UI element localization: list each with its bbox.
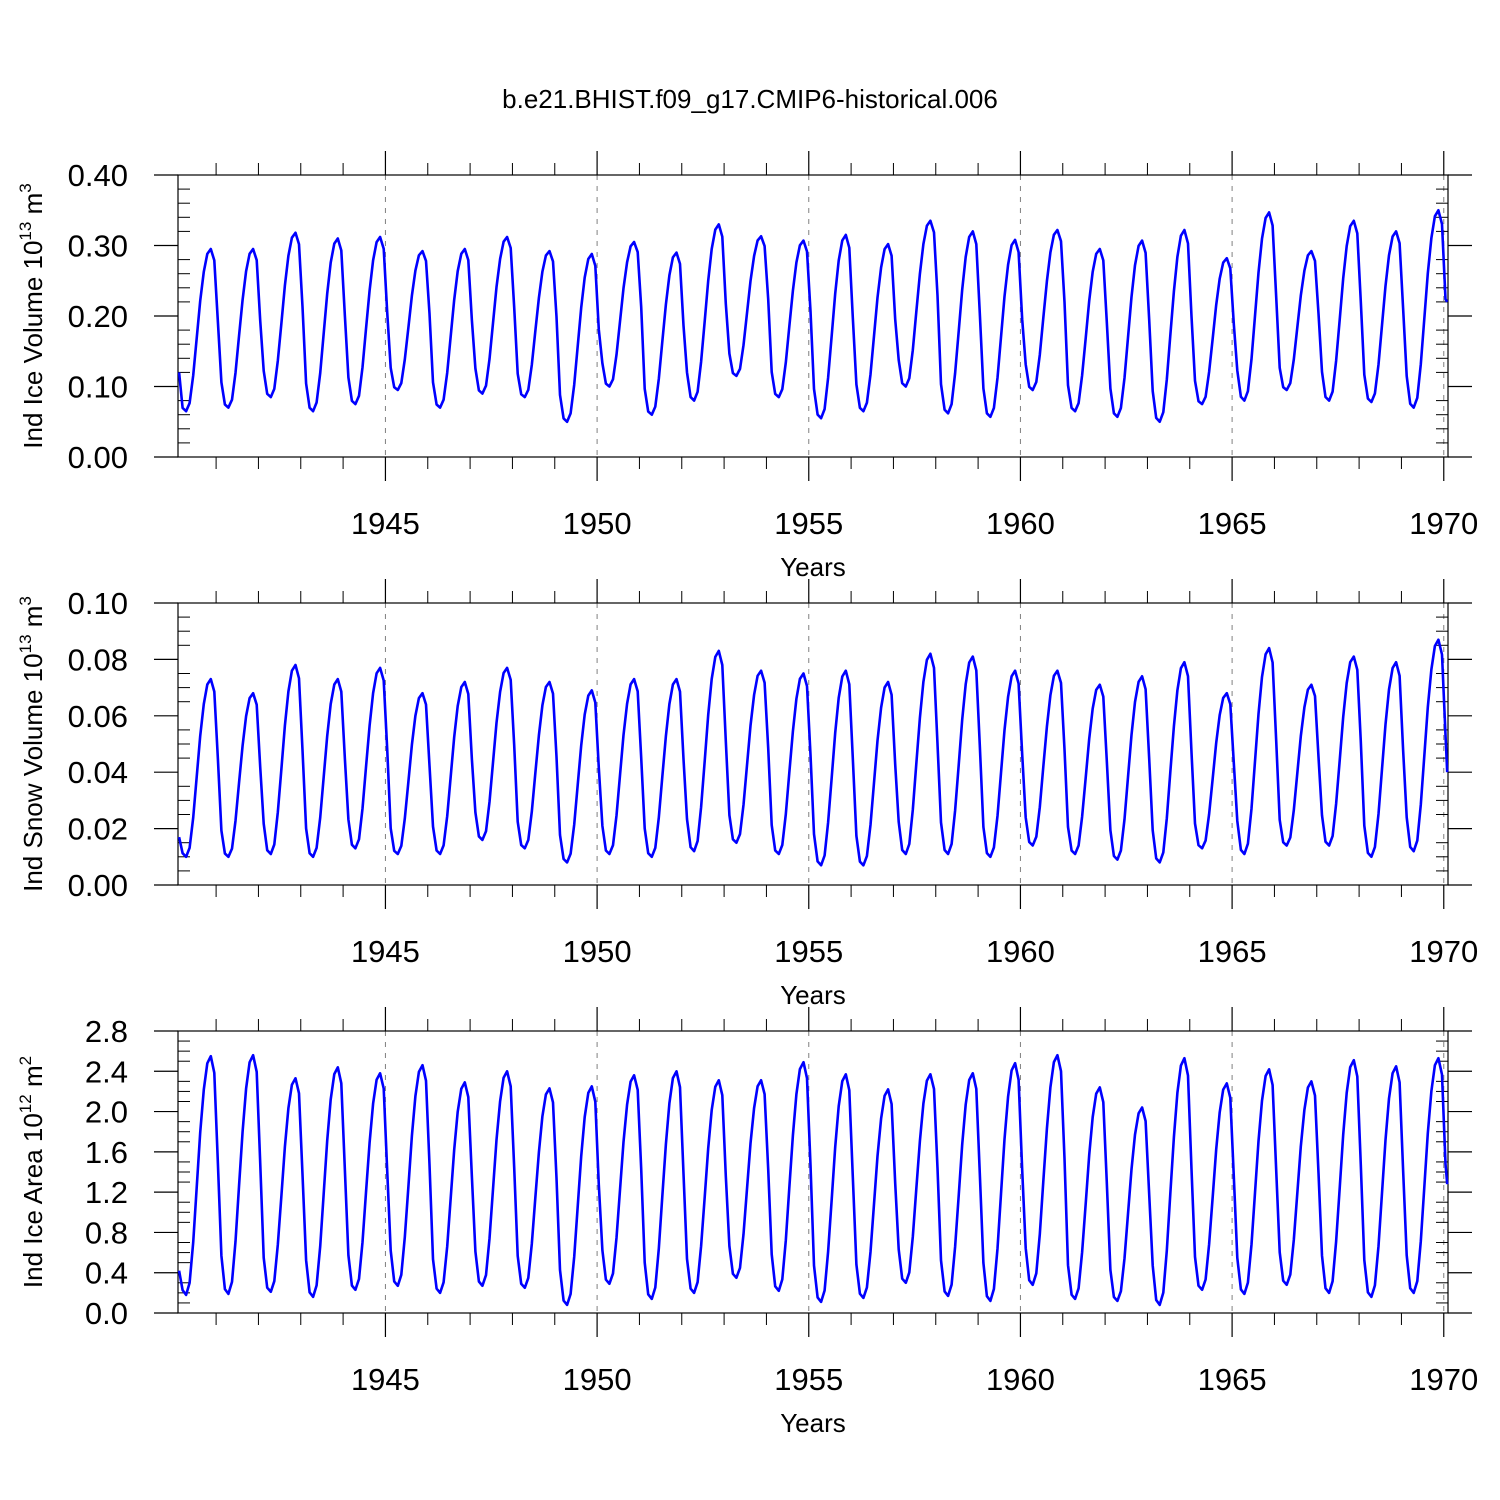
y-tick-label: 0.40 xyxy=(68,158,128,193)
y-axis-title: Ind Ice Volume 1013 m3 xyxy=(16,183,48,448)
x-tick-label: 1960 xyxy=(986,934,1055,969)
x-tick-label: 1945 xyxy=(351,506,420,541)
y-tick-label: 0.8 xyxy=(85,1215,128,1250)
y-tick-label: 2.8 xyxy=(85,1014,128,1049)
y-tick-label: 0.20 xyxy=(68,299,128,334)
x-tick-label: 1955 xyxy=(774,1362,843,1397)
y-tick-label: 0.10 xyxy=(68,586,128,621)
y-tick-label: 0.08 xyxy=(68,642,128,677)
x-tick-label: 1970 xyxy=(1409,934,1478,969)
page-title: b.e21.BHIST.f09_g17.CMIP6-historical.006 xyxy=(502,84,998,114)
x-tick-label: 1950 xyxy=(563,934,632,969)
chart-panel-snow-volume: 0.00 0.02 0.04 0.06 0.08 0.10 1945 1950 1955 1960… xyxy=(16,579,1478,1010)
y-tick-label: 0.04 xyxy=(68,755,128,790)
x-tick-label: 1950 xyxy=(563,1362,632,1397)
y-tick-label: 2.0 xyxy=(85,1095,128,1130)
y-tick-label: 0.06 xyxy=(68,699,128,734)
x-tick-label: 1945 xyxy=(351,1362,420,1397)
y-axis-title: Ind Snow Volume 1013 m3 xyxy=(16,596,48,892)
series-line-snow-volume xyxy=(177,638,1449,867)
x-tick-label: 1955 xyxy=(774,506,843,541)
chart-panel-ice-volume: 0.00 0.10 0.20 0.30 0.40 1945 1950 1955 1960 1965… xyxy=(16,151,1478,582)
series-line-ice-volume xyxy=(177,209,1449,424)
y-tick-label: 0.10 xyxy=(68,370,128,405)
y-tick-label: 0.0 xyxy=(85,1296,128,1331)
y-tick-label: 0.00 xyxy=(68,440,128,475)
x-tick-label: 1965 xyxy=(1198,506,1267,541)
y-axis-title: Ind Ice Area 1012 m2 xyxy=(16,1056,48,1288)
x-tick-label: 1965 xyxy=(1198,1362,1267,1397)
x-tick-label: 1970 xyxy=(1409,506,1478,541)
series-line-ice-area xyxy=(177,1053,1449,1307)
x-tick-label: 1960 xyxy=(986,506,1055,541)
y-tick-label: 1.2 xyxy=(85,1175,128,1210)
y-tick-label: 0.4 xyxy=(85,1256,128,1291)
y-tick-label: 1.6 xyxy=(85,1135,128,1170)
x-axis-title: Years xyxy=(780,980,846,1010)
y-tick-label: 0.00 xyxy=(68,868,128,903)
x-axis-title: Years xyxy=(780,1408,846,1438)
y-tick-label: 2.4 xyxy=(85,1054,128,1089)
x-axis-title: Years xyxy=(780,552,846,582)
x-tick-label: 1965 xyxy=(1198,934,1267,969)
chart-panel-ice-area: 0.0 0.4 0.8 1.2 1.6 2.0 2.4 2.8 1945 1950 1955 1960… xyxy=(16,1007,1478,1438)
y-tick-label: 0.02 xyxy=(68,812,128,847)
x-tick-label: 1970 xyxy=(1409,1362,1478,1397)
x-tick-label: 1955 xyxy=(774,934,843,969)
x-tick-label: 1960 xyxy=(986,1362,1055,1397)
x-tick-label: 1945 xyxy=(351,934,420,969)
x-tick-label: 1950 xyxy=(563,506,632,541)
y-tick-label: 0.30 xyxy=(68,229,128,264)
